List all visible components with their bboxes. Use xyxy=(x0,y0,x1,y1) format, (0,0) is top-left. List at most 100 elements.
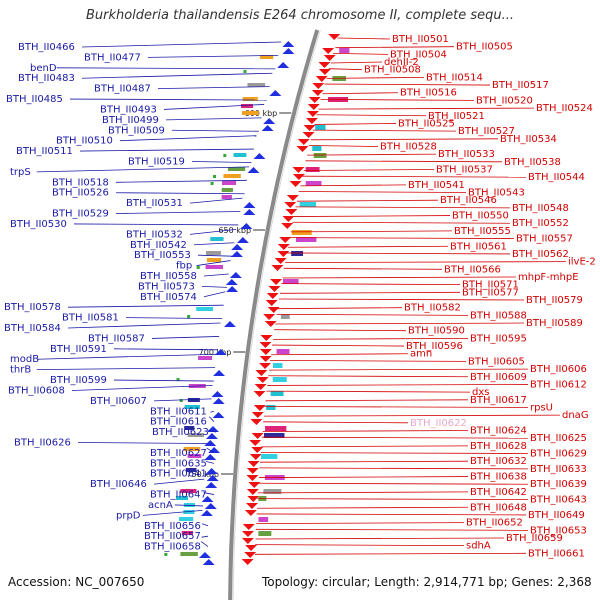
feature-block xyxy=(263,489,282,494)
label-leader-line xyxy=(201,285,227,288)
gene-label-right: BTH_II0659 xyxy=(506,533,563,544)
gene-label-left: BTH_II0627 xyxy=(150,448,207,459)
reverse-gene-marker xyxy=(244,510,257,516)
feature-block xyxy=(261,454,278,459)
label-leader-line xyxy=(196,260,231,266)
feature-block xyxy=(179,517,194,521)
label-leader-line xyxy=(67,322,221,329)
feature-block xyxy=(175,496,189,500)
gene-label-left: BTH_II0509 xyxy=(108,125,165,136)
label-leader-line xyxy=(320,99,475,101)
label-leader-line xyxy=(205,460,215,464)
gene-label-right: BTH_II0605 xyxy=(468,356,525,367)
forward-gene-marker xyxy=(236,237,249,243)
label-leader-line xyxy=(261,436,529,439)
feature-block xyxy=(280,314,290,319)
gene-label-left: BTH_II0657 xyxy=(144,531,201,542)
gene-label-left: BTH_II0519 xyxy=(128,156,185,167)
gene-label-right: dnaG xyxy=(562,410,589,421)
reverse-gene-marker xyxy=(322,48,335,54)
reverse-gene-marker xyxy=(267,307,280,313)
gene-label-left: modB xyxy=(10,354,39,365)
forward-gene-marker xyxy=(202,559,215,565)
label-leader-line xyxy=(270,360,467,362)
label-leader-line xyxy=(125,317,223,320)
reverse-gene-marker xyxy=(286,195,299,201)
label-leader-line xyxy=(119,135,257,142)
label-leader-line xyxy=(113,379,214,382)
label-leader-line xyxy=(295,206,511,209)
forward-gene-marker xyxy=(201,496,214,502)
gene-label-left: BTH_II0611 xyxy=(150,406,207,417)
reverse-gene-marker xyxy=(311,90,324,96)
label-leader-line xyxy=(210,410,215,413)
feature-block xyxy=(198,356,213,360)
label-leader-line xyxy=(201,535,209,538)
label-leader-line xyxy=(115,192,245,195)
forward-gene-marker xyxy=(208,447,221,453)
reverse-gene-marker xyxy=(306,111,319,117)
label-leader-line xyxy=(264,414,561,417)
feature-block xyxy=(183,447,201,451)
reverse-gene-marker xyxy=(289,181,302,187)
forward-gene-marker xyxy=(231,244,244,250)
feature-block xyxy=(210,237,224,241)
label-leader-line xyxy=(260,452,529,454)
reverse-gene-marker xyxy=(292,167,305,173)
label-leader-line xyxy=(307,153,437,156)
gene-label-right: BTH_II0588 xyxy=(470,310,527,321)
label-leader-line xyxy=(81,41,282,48)
gene-label-right: BTH_II0524 xyxy=(536,103,593,114)
gene-label-right: BTH_II0557 xyxy=(516,234,573,245)
gene-label-right: BTH_II0624 xyxy=(470,426,527,437)
label-leader-line xyxy=(316,114,427,117)
gene-label-right: BTH_II0517 xyxy=(492,80,549,91)
label-leader-line xyxy=(292,221,511,224)
genome-backbone xyxy=(228,29,320,600)
reverse-gene-marker xyxy=(277,244,290,250)
feature-block xyxy=(295,237,317,242)
feature-block xyxy=(263,433,285,438)
label-leader-line xyxy=(189,228,237,235)
feature-block xyxy=(265,426,287,431)
label-leader-line xyxy=(301,175,527,178)
gene-label-left: thrB xyxy=(10,365,31,376)
gene-label-left: BTH_II0578 xyxy=(4,302,61,313)
reverse-gene-marker xyxy=(271,265,284,271)
gene-label-left: BTH_II0526 xyxy=(52,188,109,199)
label-leader-line xyxy=(259,460,469,463)
label-leader-line xyxy=(191,161,252,163)
gene-label-right: BTH_II0552 xyxy=(512,218,569,229)
gene-label-right: BTH_II0571 xyxy=(462,280,519,291)
label-leader-line xyxy=(189,197,243,204)
gene-label-right: BTH_II0546 xyxy=(440,195,497,206)
label-leader-line xyxy=(281,283,461,286)
gene-label-left: BTH_II0656 xyxy=(144,521,201,532)
gene-label-left: BTH_II0511 xyxy=(16,146,73,157)
reverse-gene-marker xyxy=(245,545,258,551)
reverse-gene-marker xyxy=(305,118,318,124)
label-leader-line xyxy=(263,421,409,424)
reverse-gene-marker xyxy=(248,482,261,488)
reverse-gene-marker xyxy=(246,489,259,495)
gene-label-right: BTH_II0514 xyxy=(426,72,483,83)
forward-gene-marker xyxy=(229,272,242,278)
forward-gene-marker xyxy=(269,90,282,96)
gene-label-left: BTH_II0647 xyxy=(150,490,207,501)
label-leader-line xyxy=(303,169,435,171)
label-leader-line xyxy=(142,509,203,516)
feature-block xyxy=(312,146,322,151)
reverse-gene-marker xyxy=(292,174,305,180)
gene-label-right: dxs xyxy=(472,387,489,398)
gene-label-right: BTH_II0508 xyxy=(364,65,421,76)
reverse-gene-marker xyxy=(259,342,272,348)
forward-gene-marker xyxy=(204,440,217,446)
forward-gene-marker xyxy=(263,118,276,124)
label-leader-line xyxy=(273,337,469,340)
feature-block xyxy=(258,517,269,522)
feature-block xyxy=(187,398,200,402)
feature-block xyxy=(313,153,327,158)
reverse-gene-marker xyxy=(253,391,266,397)
gene-label-right: BTH_II0534 xyxy=(500,134,557,145)
reverse-gene-marker xyxy=(244,552,257,558)
